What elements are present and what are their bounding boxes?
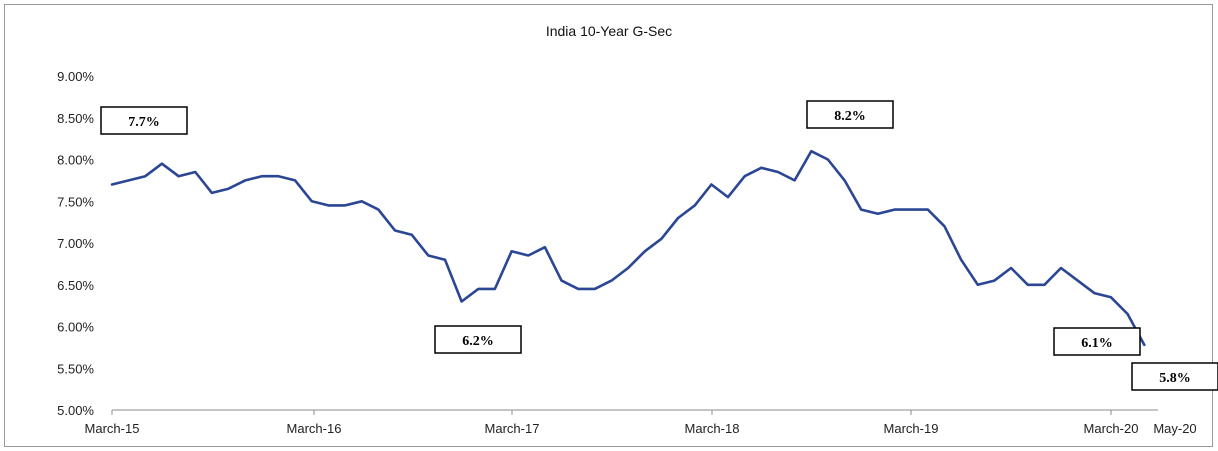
y-tick-label: 8.00% — [57, 153, 94, 168]
callout-box — [100, 106, 188, 135]
callout: 5.8% — [1131, 362, 1218, 391]
chart-title: India 10-Year G-Sec — [546, 23, 672, 39]
y-tick-label: 8.50% — [57, 111, 94, 126]
callout-box — [1131, 362, 1218, 391]
y-tick-label: 5.50% — [57, 361, 94, 376]
x-tick-label: March-19 — [884, 421, 939, 436]
callouts: 7.7% 6.2% 8.2% 6.1% 5.8% — [100, 100, 1218, 391]
y-axis: 5.00% 5.50% 6.00% 6.50% 7.00% 7.50% 8.00% 8.50%… — [57, 69, 94, 418]
callout-box — [434, 325, 522, 354]
callout-box — [1053, 327, 1141, 356]
callout-box — [806, 100, 894, 129]
series-group — [110, 149, 1146, 347]
callout-label: 6.1% — [1081, 336, 1113, 351]
x-tick-label: March-18 — [685, 421, 740, 436]
callout: 8.2% — [806, 100, 894, 129]
chart-frame — [4, 4, 1213, 447]
y-tick-label: 9.00% — [57, 69, 94, 84]
callout-label: 7.7% — [128, 115, 160, 130]
y-tick-label: 6.00% — [57, 320, 94, 335]
x-tick-label: March-16 — [287, 421, 342, 436]
callout-label: 5.8% — [1159, 371, 1191, 386]
callout-label: 6.2% — [462, 334, 494, 349]
x-tick-label: March-15 — [85, 421, 140, 436]
callout: 7.7% — [100, 106, 188, 135]
x-tick-label: May-20 — [1153, 421, 1196, 436]
x-tick-label: March-17 — [485, 421, 540, 436]
callout: 6.1% — [1053, 327, 1141, 356]
y-tick-label: 7.50% — [57, 194, 94, 209]
callout-label: 8.2% — [834, 109, 866, 124]
y-tick-label: 5.00% — [57, 403, 94, 418]
series-line — [110, 149, 1146, 347]
x-axis: March-15 March-16 March-17 March-18 March-19… — [85, 409, 1197, 436]
y-tick-label: 6.50% — [57, 278, 94, 293]
x-tick-label: March-20 — [1084, 421, 1139, 436]
y-tick-label: 7.00% — [57, 236, 94, 251]
callout: 6.2% — [434, 325, 522, 354]
